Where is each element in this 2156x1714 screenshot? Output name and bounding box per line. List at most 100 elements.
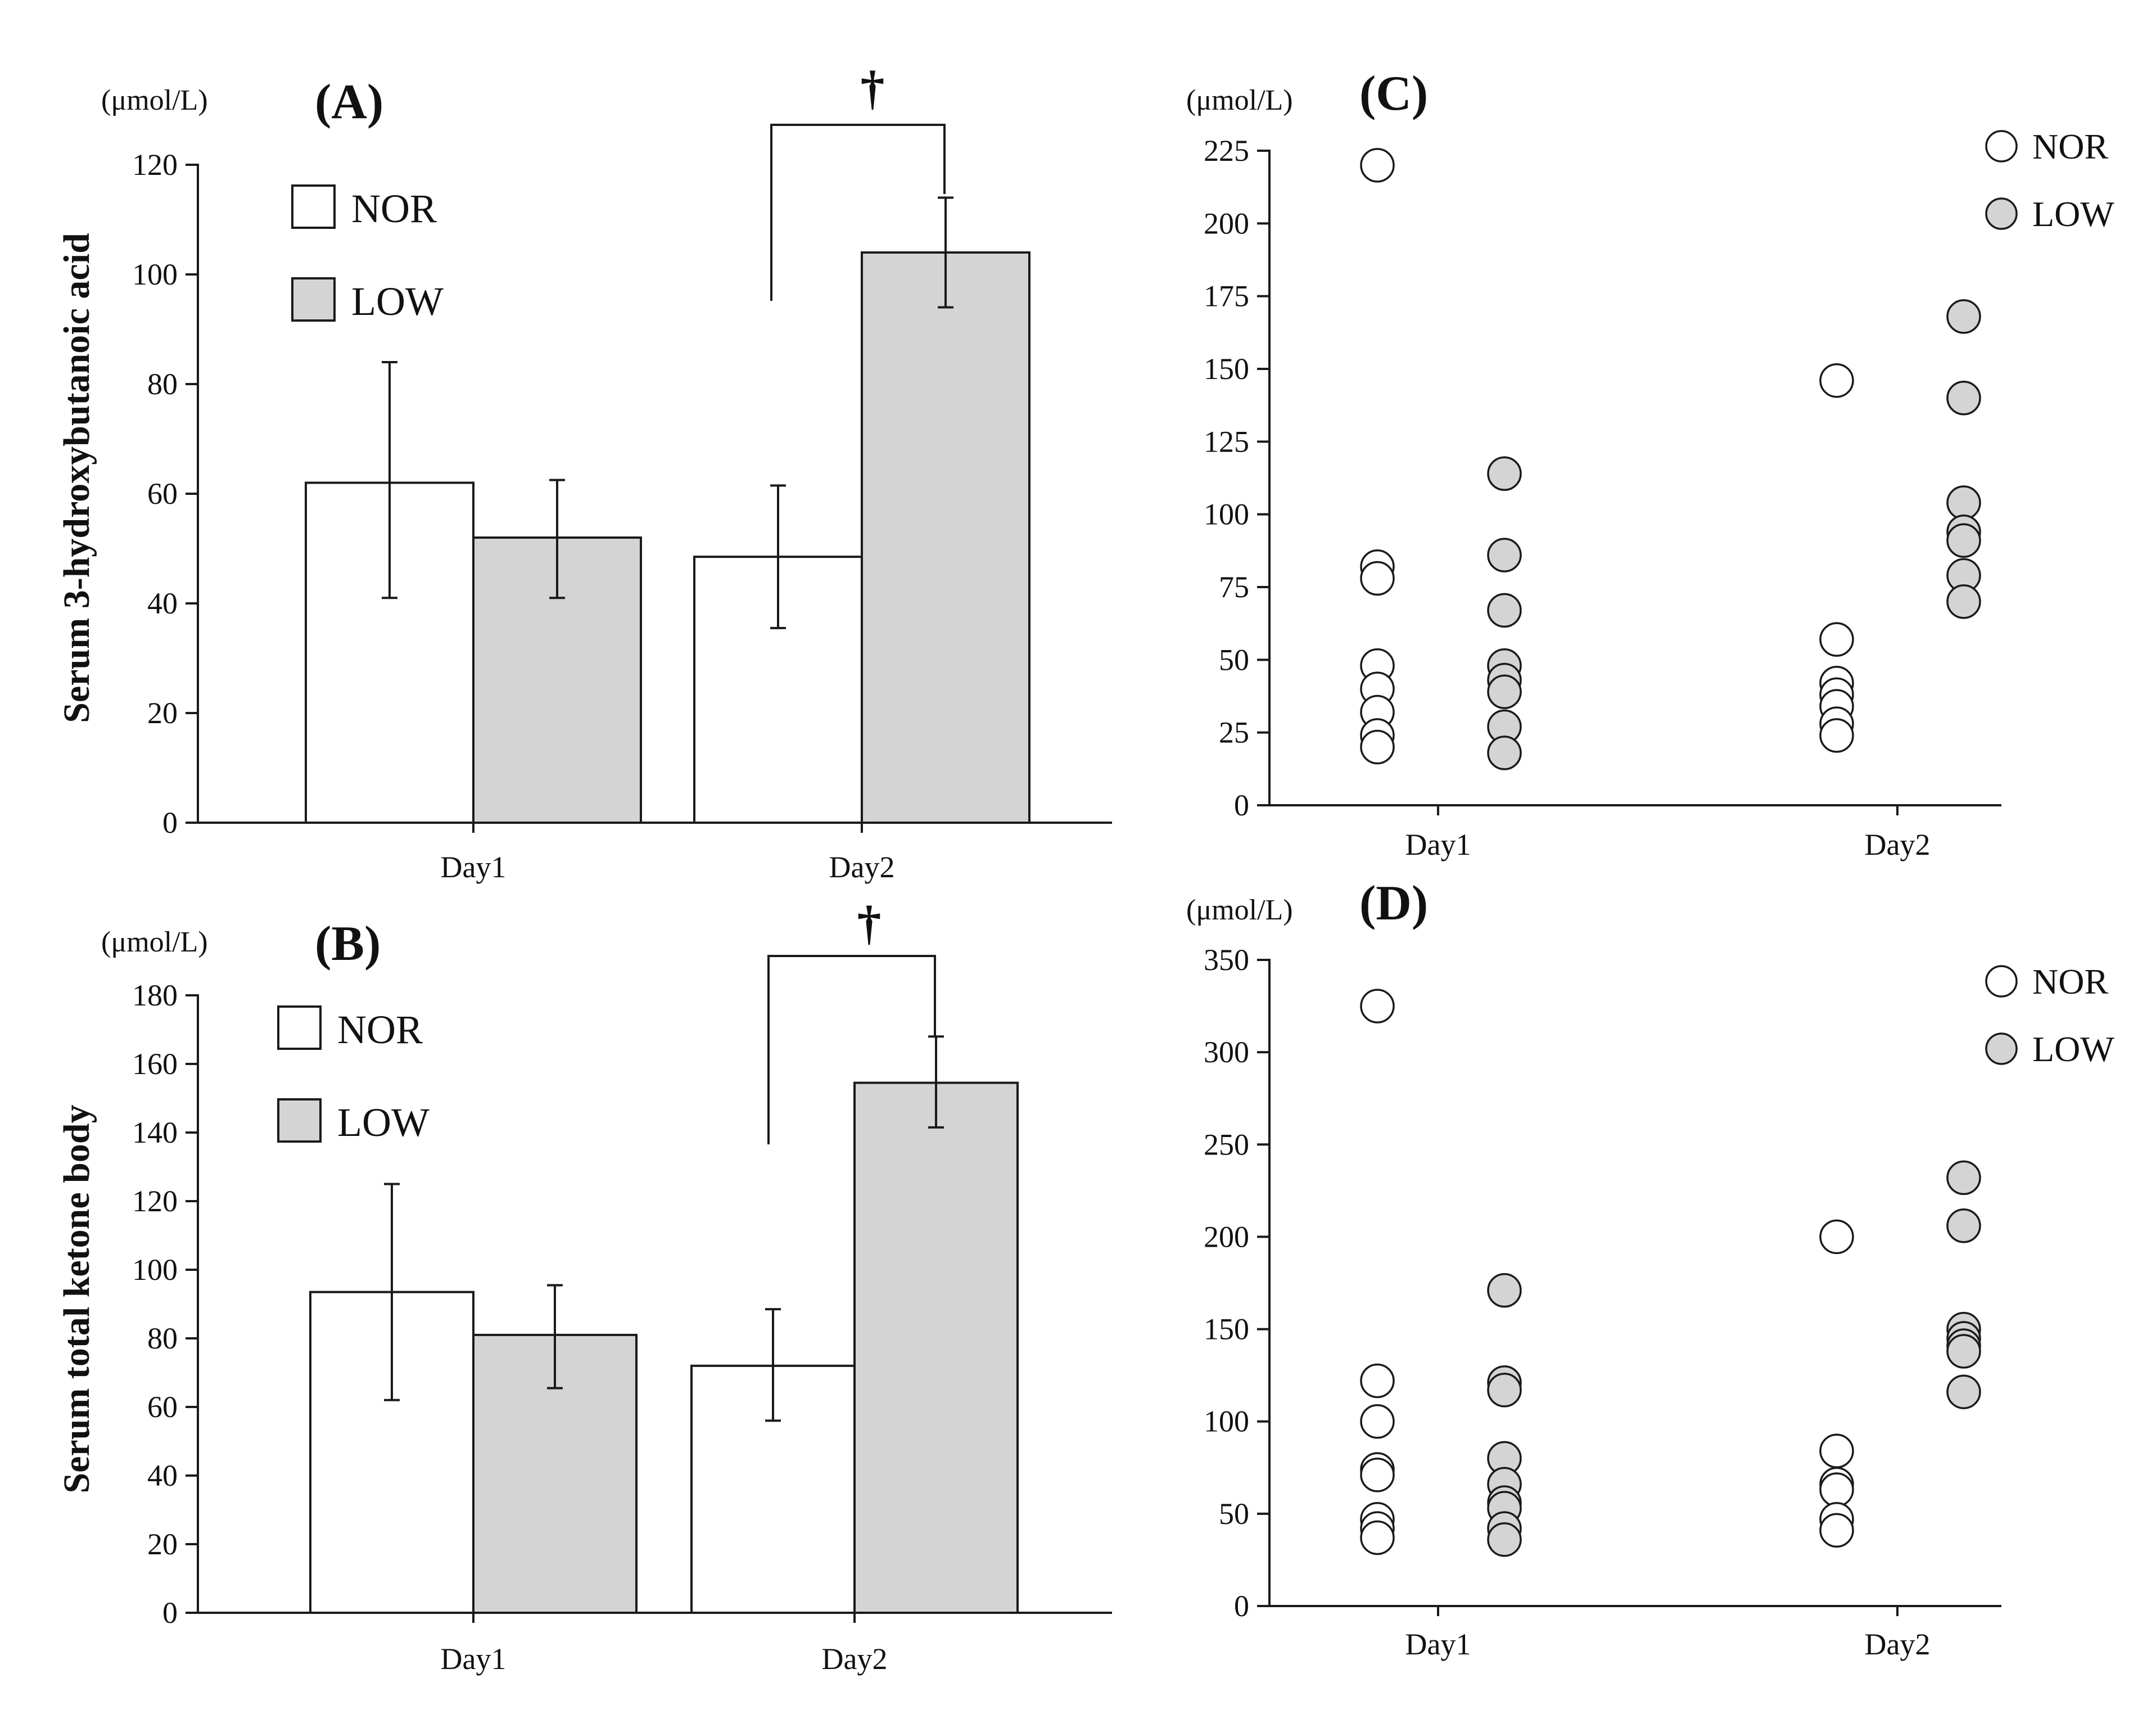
legend-label-low: LOW xyxy=(351,279,444,324)
y-tick-label: 150 xyxy=(1204,352,1249,386)
y-tick-label: 350 xyxy=(1204,943,1249,977)
point-nor-day1 xyxy=(1360,1520,1395,1555)
legend-marker-nor xyxy=(1985,130,2018,163)
point-low-day2 xyxy=(1946,380,1981,416)
point-low-day1 xyxy=(1487,1373,1522,1408)
y-tick-label: 100 xyxy=(132,1253,178,1287)
legend-swatch-nor xyxy=(291,184,336,229)
point-nor-day2 xyxy=(1819,622,1854,657)
point-low-day2 xyxy=(1946,1334,1981,1369)
legend-swatch-low xyxy=(277,1098,322,1143)
point-low-day2 xyxy=(1946,1208,1981,1243)
legend-swatch-low xyxy=(291,277,336,322)
bar-low-day2 xyxy=(861,251,1030,824)
y-tick-label: 160 xyxy=(132,1047,178,1081)
point-low-day1 xyxy=(1487,1273,1522,1308)
x-tick-label: Day2 xyxy=(829,850,895,884)
legend-label-nor: NOR xyxy=(337,1007,423,1052)
x-tick-label: Day2 xyxy=(1865,1627,1931,1661)
x-tick-label: Day1 xyxy=(441,1642,507,1676)
x-tick-label: Day1 xyxy=(441,850,507,884)
point-nor-day1 xyxy=(1360,1404,1395,1439)
y-unit-label: (μmol/L) xyxy=(101,84,208,116)
point-nor-day2 xyxy=(1819,1219,1854,1255)
point-nor-day1 xyxy=(1360,989,1395,1023)
point-low-day1 xyxy=(1487,674,1522,709)
point-nor-day2 xyxy=(1819,718,1854,753)
point-low-day1 xyxy=(1487,456,1522,491)
panel-a-bar-chart: 0 20 40 60 80 100 120 Day1 Day2 (μmol/L) (A) Serum … xyxy=(56,61,1112,884)
legend-marker-low xyxy=(1985,1032,2018,1065)
point-nor-day2 xyxy=(1819,1472,1854,1507)
x-tick-label: Day1 xyxy=(1405,828,1471,861)
panel-d-scatter-chart: 0 50 100 150 200 250 300 350 Day1 Day2 (μmol/L) (D)… xyxy=(1186,876,2114,1661)
y-tick-label: 20 xyxy=(147,1527,178,1561)
legend-marker-low xyxy=(1985,197,2018,230)
panel-b-bar-chart: 0 20 40 60 80 100 120 140 160 180 Day1 Day2 (μmol/L)… xyxy=(56,896,1112,1676)
y-tick-label: 250 xyxy=(1204,1127,1249,1161)
y-tick-label: 40 xyxy=(147,587,178,620)
y-tick-label: 0 xyxy=(162,806,178,840)
y-tick-label: 20 xyxy=(147,696,178,730)
y-tick-label: 25 xyxy=(1219,716,1249,750)
y-tick-label: 140 xyxy=(132,1116,178,1149)
bar-low-day2 xyxy=(853,1081,1019,1614)
legend-label-nor: NOR xyxy=(351,186,437,231)
point-low-day1 xyxy=(1487,1522,1522,1557)
legend-swatch-nor xyxy=(277,1005,322,1050)
y-tick-label: 100 xyxy=(132,258,178,291)
panel-label: (C) xyxy=(1359,66,1428,121)
y-tick-label: 60 xyxy=(147,477,178,511)
x-tick-label: Day2 xyxy=(1865,828,1931,861)
legend-marker-nor xyxy=(1985,965,2018,998)
y-tick-label: 120 xyxy=(132,148,178,182)
y-tick-label: 75 xyxy=(1219,570,1249,604)
point-nor-day2 xyxy=(1819,1513,1854,1548)
legend-label-low: LOW xyxy=(2032,1029,2114,1069)
significance-marker: † xyxy=(857,896,882,950)
y-tick-label: 100 xyxy=(1204,1405,1249,1438)
y-unit-label: (μmol/L) xyxy=(1186,84,1293,116)
y-tick-label: 150 xyxy=(1204,1312,1249,1346)
point-low-day1 xyxy=(1487,538,1522,572)
y-axis-title: Serum 3-hydroxybutanoic acid xyxy=(56,233,97,723)
point-nor-day2 xyxy=(1819,1433,1854,1468)
point-low-day1 xyxy=(1487,736,1522,770)
panel-label: (A) xyxy=(315,75,383,129)
x-tick-label: Day2 xyxy=(822,1642,888,1676)
y-tick-label: 225 xyxy=(1204,134,1249,168)
legend-label-low: LOW xyxy=(2032,194,2114,234)
y-tick-label: 200 xyxy=(1204,1220,1249,1253)
y-tick-label: 60 xyxy=(147,1390,178,1424)
y-unit-label: (μmol/L) xyxy=(101,926,208,958)
point-nor-day1 xyxy=(1360,729,1395,765)
legend-label-nor: NOR xyxy=(2032,127,2108,166)
point-nor-day1 xyxy=(1360,148,1395,183)
y-tick-label: 50 xyxy=(1219,1497,1249,1531)
panel-label: (B) xyxy=(315,917,381,971)
y-tick-label: 175 xyxy=(1204,279,1249,313)
y-tick-label: 80 xyxy=(147,367,178,401)
y-tick-label: 100 xyxy=(1204,498,1249,531)
significance-bracket xyxy=(770,124,946,301)
legend-label-nor: NOR xyxy=(2032,962,2108,1002)
point-nor-day1 xyxy=(1360,1363,1395,1399)
y-unit-label: (μmol/L) xyxy=(1186,894,1293,926)
y-tick-label: 0 xyxy=(162,1596,178,1630)
point-nor-day2 xyxy=(1819,363,1854,398)
y-tick-label: 180 xyxy=(132,978,178,1012)
point-nor-day1 xyxy=(1360,1458,1395,1492)
legend-label-low: LOW xyxy=(337,1100,430,1145)
y-tick-label: 200 xyxy=(1204,206,1249,240)
y-tick-label: 300 xyxy=(1204,1035,1249,1069)
point-low-day2 xyxy=(1946,299,1981,334)
y-tick-label: 40 xyxy=(147,1459,178,1492)
y-tick-label: 50 xyxy=(1219,643,1249,676)
point-low-day1 xyxy=(1487,593,1522,628)
y-tick-label: 0 xyxy=(1234,1589,1249,1623)
point-low-day2 xyxy=(1946,485,1981,520)
point-low-day2 xyxy=(1946,1160,1981,1196)
panel-label: (D) xyxy=(1359,876,1428,931)
y-tick-label: 80 xyxy=(147,1321,178,1355)
